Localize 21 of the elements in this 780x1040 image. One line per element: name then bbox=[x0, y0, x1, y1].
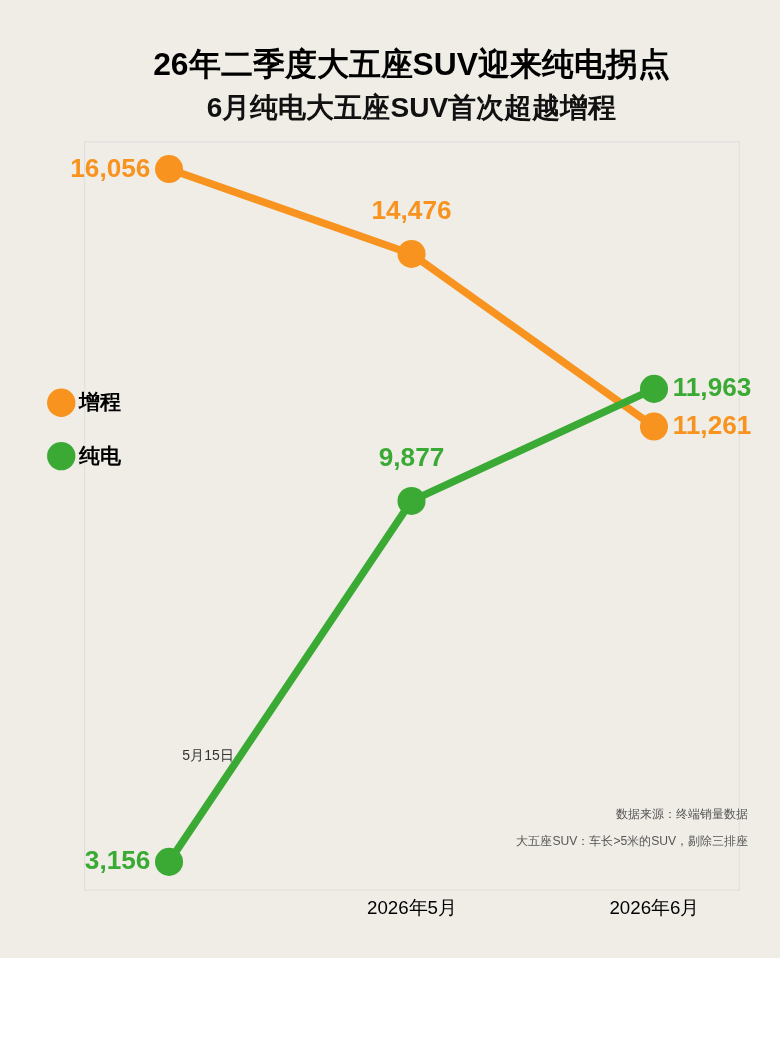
data-label: 16,056 bbox=[70, 152, 151, 183]
point bbox=[639, 412, 669, 441]
point bbox=[155, 155, 184, 184]
point bbox=[397, 239, 426, 268]
data-label: 11,261 bbox=[672, 410, 752, 441]
legend-label: 纯电 bbox=[78, 443, 123, 467]
annotation: 大五座SUV：车长>5米的SUV，剔除三排座 bbox=[516, 833, 749, 848]
x-tick-label: 2026年5月 bbox=[366, 897, 457, 919]
point bbox=[155, 847, 184, 876]
chart-subtitle: 6月纯电大五座SUV首次超越增程 bbox=[206, 92, 617, 124]
data-label: 3,156 bbox=[84, 845, 151, 876]
annotation: 5月15日 bbox=[182, 746, 234, 763]
point bbox=[397, 486, 426, 515]
legend-label: 增程 bbox=[78, 390, 122, 414]
point bbox=[639, 374, 669, 403]
data-label: 14,476 bbox=[371, 195, 452, 226]
x-tick-label: 2026年6月 bbox=[609, 897, 700, 919]
chart-title: 26年二季度大五座SUV迎来纯电拐点 bbox=[153, 45, 670, 82]
annotation: 数据来源：终端销量数据 bbox=[616, 807, 749, 822]
data-label: 11,963 bbox=[672, 372, 752, 403]
data-label: 9,877 bbox=[378, 442, 445, 473]
